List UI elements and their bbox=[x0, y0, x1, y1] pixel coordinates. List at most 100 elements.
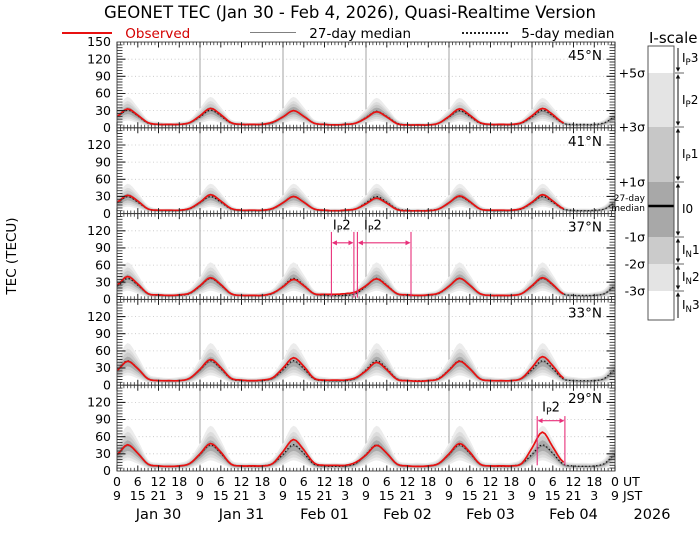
y-tick-label: 90 bbox=[95, 412, 111, 427]
y-tick-label: 60 bbox=[95, 171, 111, 186]
jst-tick-label: 21 bbox=[234, 488, 250, 503]
jst-tick-label: 3 bbox=[590, 488, 598, 503]
jst-tick-label: 3 bbox=[175, 488, 183, 503]
band-sigma-1 bbox=[117, 106, 615, 126]
jst-tick-label: 9 bbox=[445, 488, 453, 503]
y-major-ticks bbox=[117, 58, 615, 112]
x-major-ticks bbox=[116, 213, 616, 300]
jst-tick-label: 21 bbox=[483, 488, 499, 503]
y-tick-label: 60 bbox=[95, 429, 111, 444]
x-major-ticks bbox=[116, 42, 616, 128]
y-tick-label: 120 bbox=[87, 223, 111, 238]
ut-tick-label: 6 bbox=[134, 474, 142, 489]
legend-item-27day-median: 27-day median bbox=[250, 26, 411, 42]
ut-tick-label: 18 bbox=[337, 474, 353, 489]
iscale-zone-IP2 bbox=[648, 73, 674, 127]
storm-index-label: IP2 bbox=[364, 219, 382, 236]
ut-tick-label: 6 bbox=[383, 474, 391, 489]
date-label: Jan 30 bbox=[135, 507, 181, 523]
median5-line bbox=[117, 109, 615, 126]
y-tick-label: 120 bbox=[87, 309, 111, 324]
iscale-zone-I0 bbox=[648, 182, 674, 237]
band-sigma-2 bbox=[117, 352, 615, 383]
iscale-zone-label: IN1 bbox=[682, 243, 700, 260]
ut-tick-label: 12 bbox=[483, 474, 499, 489]
date-label: Feb 01 bbox=[300, 507, 349, 523]
y-tick-label: 90 bbox=[95, 154, 111, 169]
jst-tick-label: 15 bbox=[545, 488, 561, 503]
jst-tick-label: 9 bbox=[362, 488, 370, 503]
annotation-IP2-0 bbox=[536, 416, 566, 466]
jst-tick-label: 15 bbox=[130, 488, 146, 503]
day-gridlines bbox=[199, 127, 533, 214]
date-label: Feb 03 bbox=[466, 507, 515, 523]
jst-axis-name: JST bbox=[622, 488, 643, 503]
iscale-zone-IP1 bbox=[648, 127, 674, 182]
panel-latitude-label: 29°N bbox=[568, 391, 602, 407]
day-gridlines bbox=[199, 299, 533, 386]
observed-line bbox=[117, 193, 564, 212]
day-gridlines bbox=[199, 213, 533, 300]
y-minor-ticks bbox=[117, 44, 615, 126]
storm-index-label: IP2 bbox=[542, 401, 560, 418]
y-major-ticks bbox=[117, 401, 615, 455]
observed-line-swatch bbox=[62, 31, 112, 34]
panel-latitude-label: 37°N bbox=[568, 220, 602, 236]
series-lines bbox=[117, 355, 615, 383]
y-major-ticks bbox=[117, 144, 615, 197]
iscale-median-caption: median bbox=[611, 204, 645, 214]
jst-tick-label: 9 bbox=[611, 488, 619, 503]
observed-line bbox=[117, 355, 564, 383]
iscale-title: I-scale bbox=[649, 29, 698, 47]
ut-tick-label: 12 bbox=[151, 474, 167, 489]
panel-latitude-label: 41°N bbox=[568, 134, 602, 150]
sigma-label: +5σ bbox=[619, 65, 645, 80]
chart-title: GEONET TEC (Jan 30 - Feb 4, 2026), Quasi… bbox=[104, 3, 596, 22]
observed-line bbox=[117, 275, 564, 297]
observed-line bbox=[117, 431, 564, 468]
y-tick-label: 90 bbox=[95, 326, 111, 341]
band-sigma-1 bbox=[117, 356, 615, 382]
sigma-label: -2σ bbox=[625, 256, 645, 271]
x-minor-ticks bbox=[120, 385, 612, 471]
ut-tick-label: 0 bbox=[528, 474, 536, 489]
x-minor-ticks bbox=[120, 127, 612, 214]
y-tick-label: 30 bbox=[95, 103, 111, 118]
y-tick-label: 120 bbox=[87, 137, 111, 152]
ut-tick-label: 12 bbox=[317, 474, 333, 489]
jst-tick-label: 21 bbox=[566, 488, 582, 503]
ut-tick-label: 6 bbox=[217, 474, 225, 489]
sigma-label: -1σ bbox=[625, 229, 645, 244]
median27-line-swatch bbox=[250, 32, 296, 33]
iscale-zone-IP3 bbox=[648, 46, 674, 73]
legend-label-5day: 5-day median bbox=[521, 26, 615, 42]
y-tick-label: 0 bbox=[103, 463, 111, 478]
y-tick-label: 30 bbox=[95, 446, 111, 461]
iscale-zone-IN1 bbox=[648, 237, 674, 264]
y-major-ticks bbox=[117, 316, 615, 369]
band-sigma-2 bbox=[117, 435, 615, 469]
panel-33°N bbox=[116, 298, 616, 386]
ut-tick-label: 0 bbox=[611, 474, 619, 489]
jst-tick-label: 9 bbox=[528, 488, 536, 503]
series-lines bbox=[117, 193, 615, 212]
jst-tick-label: 21 bbox=[317, 488, 333, 503]
y-tick-label: 90 bbox=[95, 240, 111, 255]
iscale-zone-label: IN2 bbox=[682, 270, 700, 287]
annotation-IP2-1 bbox=[356, 231, 412, 298]
jst-tick-label: 3 bbox=[507, 488, 515, 503]
median5-line-swatch bbox=[462, 31, 508, 34]
ut-tick-label: 18 bbox=[503, 474, 519, 489]
ut-tick-label: 0 bbox=[362, 474, 370, 489]
series-lines bbox=[117, 431, 615, 468]
ut-tick-label: 18 bbox=[171, 474, 187, 489]
iscale-median-caption: 27-day bbox=[614, 194, 646, 204]
panel-29°N bbox=[116, 384, 616, 472]
y-tick-label: 0 bbox=[103, 377, 111, 392]
y-minor-ticks bbox=[117, 130, 615, 212]
jst-tick-label: 15 bbox=[462, 488, 478, 503]
y-tick-label: 120 bbox=[87, 395, 111, 410]
ut-tick-label: 6 bbox=[466, 474, 474, 489]
observed-line bbox=[117, 107, 564, 126]
